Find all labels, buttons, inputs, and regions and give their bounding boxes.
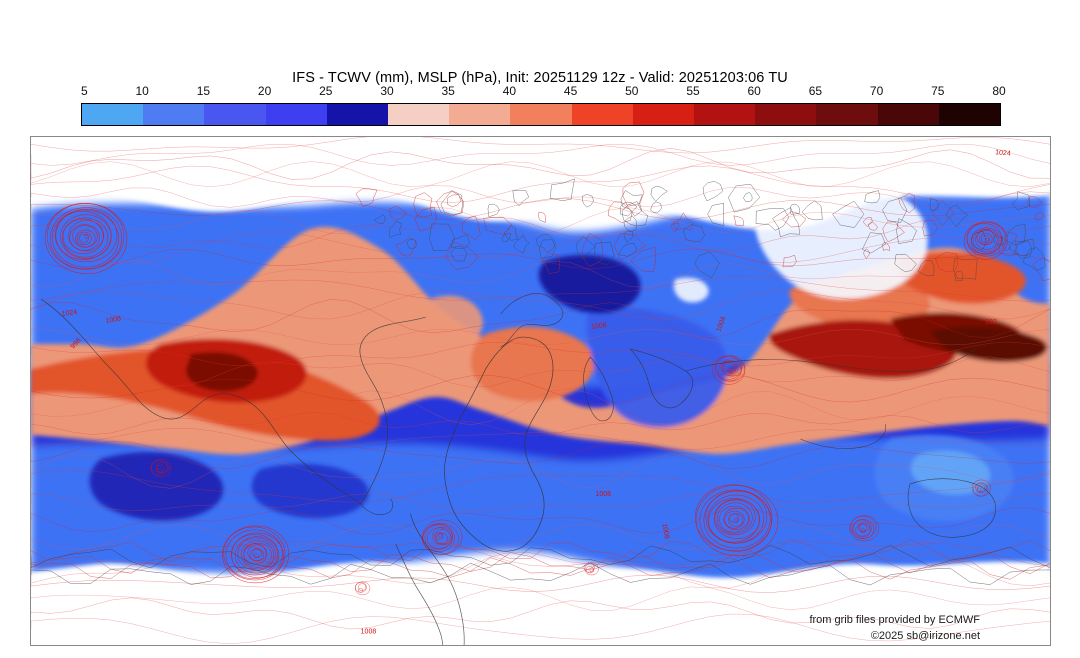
svg-text:992: 992 <box>985 319 997 326</box>
svg-text:1008: 1008 <box>361 629 377 636</box>
svg-text:1008: 1008 <box>595 491 611 498</box>
svg-text:1024: 1024 <box>995 149 1011 157</box>
